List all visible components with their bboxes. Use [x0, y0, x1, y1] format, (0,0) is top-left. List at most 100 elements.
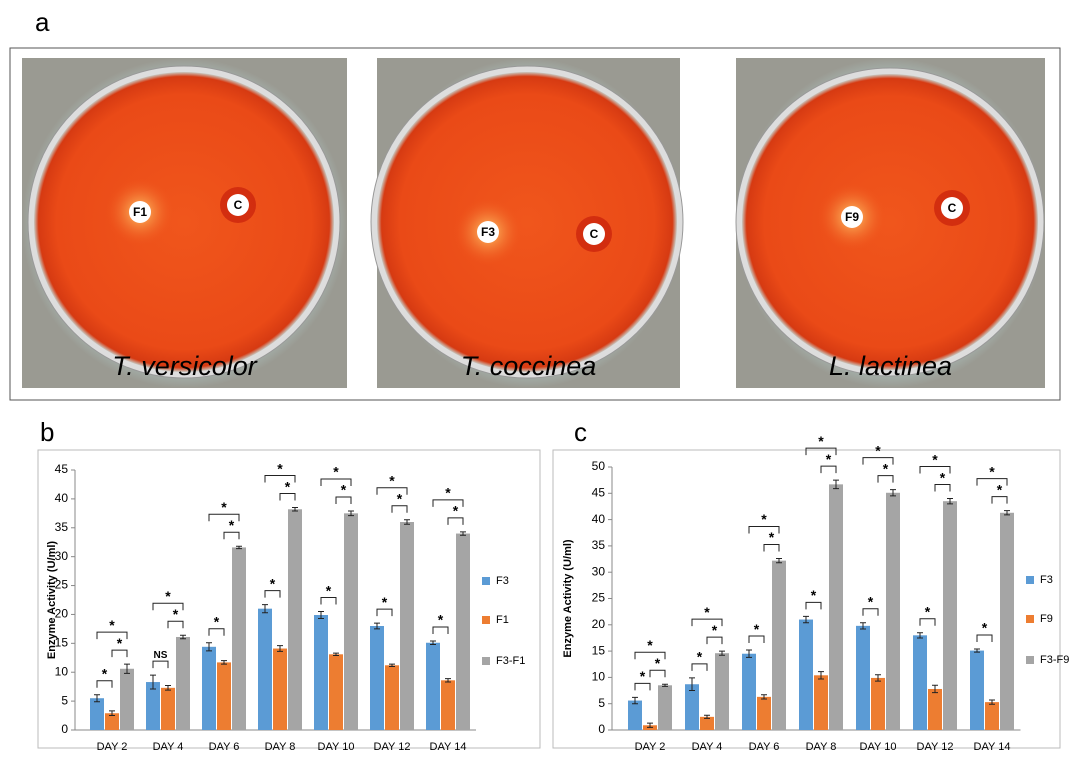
significance-label: *	[173, 606, 179, 622]
marker-label: F9	[845, 210, 859, 224]
x-tick-label: DAY 4	[153, 741, 184, 753]
significance-label: *	[704, 604, 710, 620]
panel-label: a	[35, 7, 50, 37]
significance-bracket	[265, 591, 280, 598]
significance-bracket	[153, 661, 168, 668]
bar	[943, 501, 957, 730]
species-label: T. versicolor	[112, 351, 258, 381]
bar	[232, 547, 246, 730]
significance-label: *	[875, 442, 881, 458]
significance-bracket	[168, 621, 183, 628]
significance-bracket	[433, 500, 463, 507]
x-tick-label: DAY 8	[265, 741, 296, 753]
bar	[217, 662, 231, 730]
significance-label: *	[997, 481, 1003, 497]
bar	[344, 513, 358, 730]
significance-label: *	[940, 469, 946, 485]
significance-bracket	[280, 494, 295, 501]
bar	[715, 653, 729, 730]
significance-bracket	[821, 466, 836, 473]
bar	[742, 654, 756, 730]
significance-bracket	[448, 518, 463, 525]
y-tick-label: 15	[55, 636, 69, 650]
significance-label: *	[165, 588, 171, 604]
y-axis-title: Enzyme Activity (U/ml)	[562, 539, 574, 658]
significance-bracket	[920, 619, 935, 626]
significance-label: *	[285, 478, 291, 494]
bar	[202, 647, 216, 730]
y-tick-label: 45	[55, 462, 69, 476]
bar	[928, 689, 942, 730]
significance-bracket	[209, 629, 224, 636]
significance-bracket	[433, 627, 448, 634]
legend-label: F3	[1040, 574, 1053, 586]
significance-label: *	[640, 668, 646, 684]
bar	[176, 637, 190, 730]
significance-label: *	[382, 594, 388, 610]
significance-bracket	[112, 650, 127, 657]
marker-label: F3	[481, 225, 495, 239]
significance-bracket	[707, 637, 722, 644]
significance-label: *	[769, 529, 775, 545]
y-tick-label: 35	[592, 538, 606, 552]
significance-bracket	[153, 603, 183, 610]
significance-label: *	[932, 451, 938, 467]
significance-bracket	[749, 636, 764, 643]
y-tick-label: 10	[55, 664, 69, 678]
significance-label: *	[754, 621, 760, 637]
bar	[772, 561, 786, 730]
significance-label: *	[221, 499, 227, 515]
significance-bracket	[977, 635, 992, 642]
bar	[258, 609, 272, 730]
plate	[34, 72, 334, 372]
significance-bracket	[635, 652, 665, 659]
y-tick-label: 15	[592, 643, 606, 657]
significance-label: *	[102, 665, 108, 681]
significance-label: *	[818, 433, 824, 449]
bar	[426, 643, 440, 730]
bar	[90, 698, 104, 730]
significance-label: *	[229, 517, 235, 533]
bar	[757, 697, 771, 730]
legend-swatch	[482, 657, 490, 665]
significance-bracket	[392, 506, 407, 513]
bar	[314, 615, 328, 730]
y-tick-label: 50	[592, 459, 606, 473]
bar	[329, 654, 343, 730]
significance-bracket	[806, 448, 836, 455]
significance-label: *	[214, 613, 220, 629]
legend-label: F3	[496, 575, 509, 587]
legend-label: F3-F9	[1040, 654, 1069, 666]
x-tick-label: DAY 14	[430, 741, 467, 753]
bar	[829, 484, 843, 730]
y-tick-label: 30	[592, 564, 606, 578]
y-tick-label: 5	[598, 696, 605, 710]
x-tick-label: DAY 10	[318, 741, 355, 753]
significance-label: *	[341, 482, 347, 498]
significance-label: *	[761, 511, 767, 527]
y-tick-label: 45	[592, 485, 606, 499]
significance-label: *	[982, 620, 988, 636]
significance-bracket	[97, 632, 127, 639]
significance-bracket	[878, 476, 893, 483]
x-tick-label: DAY 2	[97, 741, 128, 753]
significance-bracket	[265, 476, 295, 483]
x-tick-label: DAY 12	[917, 741, 954, 753]
significance-label: *	[453, 503, 459, 519]
plate	[742, 74, 1038, 370]
significance-label: *	[270, 575, 276, 591]
legend-swatch	[482, 616, 490, 624]
bar	[871, 678, 885, 730]
bar	[273, 649, 287, 730]
bar	[985, 702, 999, 730]
legend-label: F9	[1040, 613, 1053, 625]
page: a F1CT. versicolorF3CT. coccineaF9CL. la…	[0, 0, 1070, 766]
significance-label: *	[333, 464, 339, 480]
bar	[456, 534, 470, 730]
significance-bracket	[920, 467, 950, 474]
significance-label: *	[445, 485, 451, 501]
bar	[288, 509, 302, 730]
significance-bracket	[635, 683, 650, 690]
bar	[400, 522, 414, 730]
y-tick-label: 30	[55, 549, 69, 563]
